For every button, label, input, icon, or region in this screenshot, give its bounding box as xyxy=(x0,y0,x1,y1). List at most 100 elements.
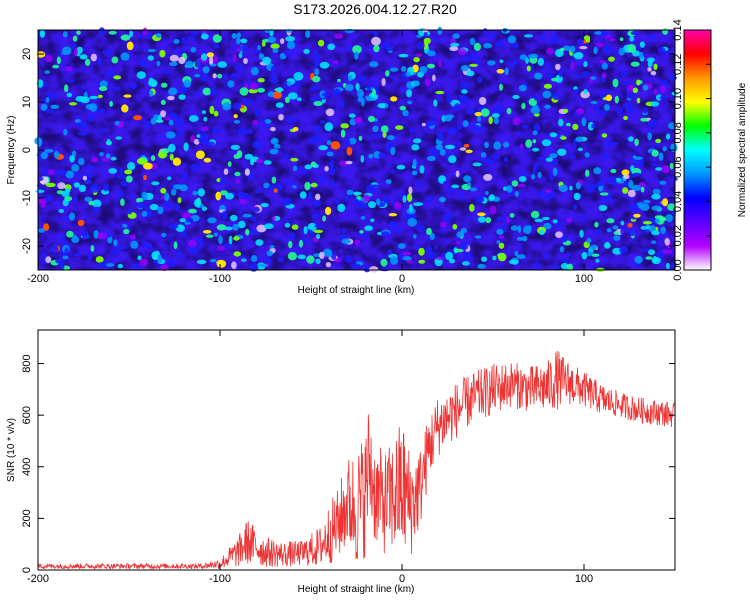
heatmap-cell xyxy=(291,224,299,230)
heatmap-cell xyxy=(98,128,106,133)
heatmap-cell xyxy=(277,256,285,263)
heatmap-cell xyxy=(550,264,561,270)
heatmap-cell xyxy=(313,101,323,106)
heatmap-cell xyxy=(310,161,317,168)
heatmap-cell xyxy=(82,175,87,181)
heatmap-cell xyxy=(181,230,186,239)
colorbar-gradient xyxy=(684,30,711,270)
heatmap-cell xyxy=(558,70,563,78)
heatmap-cell xyxy=(492,255,497,261)
heatmap-cell xyxy=(78,157,85,166)
heatmap-cell xyxy=(552,219,558,224)
heatmap-cell xyxy=(169,153,174,161)
heatmap-cell xyxy=(378,152,386,159)
heatmap-cell xyxy=(236,32,241,39)
heatmap-cell xyxy=(35,189,45,193)
heatmap-cell xyxy=(179,218,187,223)
heatmap-cell xyxy=(482,28,488,35)
heatmap-cell xyxy=(116,174,127,180)
heatmap-cell xyxy=(372,88,376,97)
heatmap-cell xyxy=(348,137,357,145)
heatmap-cell xyxy=(98,27,105,35)
heatmap-cell xyxy=(569,154,577,160)
heatmap-cell xyxy=(584,152,590,158)
heatmap-cell xyxy=(147,48,157,53)
snr-frame xyxy=(37,329,676,571)
heatmap-cell xyxy=(533,123,541,132)
heatmap-cell xyxy=(165,131,176,139)
heatmap-cell xyxy=(659,180,667,185)
heatmap-cell xyxy=(652,188,661,195)
heatmap-cell xyxy=(250,157,255,166)
heatmap-cell xyxy=(609,38,616,42)
heatmap-cell xyxy=(276,87,283,93)
heatmap-cell xyxy=(583,88,588,95)
heatmap-cell xyxy=(659,96,668,100)
heatmap-cell xyxy=(102,157,110,162)
heatmap-xtick-label: -100 xyxy=(209,273,231,285)
heatmap-cell xyxy=(234,171,241,177)
heatmap-cell xyxy=(136,197,144,203)
heatmap-cell xyxy=(549,153,558,159)
heatmap-cell xyxy=(438,59,442,68)
heatmap-cell xyxy=(74,119,81,123)
heatmap-cell xyxy=(376,198,381,206)
heatmap-cell xyxy=(573,192,581,201)
heatmap-cell xyxy=(506,107,512,115)
heatmap-cell xyxy=(509,213,515,218)
heatmap-cell xyxy=(619,37,624,41)
heatmap-cell xyxy=(660,85,667,93)
heatmap-cell xyxy=(583,61,588,68)
heatmap-cell xyxy=(288,240,293,249)
heatmap-cell xyxy=(570,62,575,70)
snr-xtick-label: -200 xyxy=(27,573,49,585)
heatmap-cell xyxy=(232,102,242,110)
heatmap-cell xyxy=(125,175,133,183)
heatmap-cell xyxy=(589,244,598,251)
heatmap-cell xyxy=(113,75,122,80)
heatmap-cell xyxy=(227,80,235,88)
heatmap-cell xyxy=(630,30,639,36)
heatmap-cell xyxy=(303,226,308,235)
heatmap-cell xyxy=(627,223,633,228)
heatmap-cell xyxy=(382,132,387,138)
heatmap-cell xyxy=(502,141,510,148)
heatmap-cell xyxy=(40,251,47,256)
heatmap-cell xyxy=(191,30,199,36)
heatmap-cell xyxy=(272,48,279,53)
heatmap-cell xyxy=(329,160,335,169)
heatmap-cell xyxy=(136,158,147,165)
heatmap-ytick-label: -10 xyxy=(21,190,33,206)
heatmap-cell xyxy=(72,252,82,257)
heatmap-cell xyxy=(538,264,542,271)
heatmap-cell xyxy=(314,68,320,77)
heatmap-cell xyxy=(429,232,435,240)
heatmap-cell xyxy=(503,156,508,163)
heatmap-cell xyxy=(53,150,60,159)
heatmap-cell xyxy=(393,201,402,210)
heatmap-cell xyxy=(367,84,371,92)
heatmap-cell xyxy=(409,204,413,213)
heatmap-cell xyxy=(446,92,451,101)
heatmap-cell xyxy=(606,218,615,224)
heatmap-cell xyxy=(503,186,508,191)
heatmap-cell xyxy=(445,144,456,150)
heatmap-cell xyxy=(212,127,222,134)
heatmap-cell xyxy=(341,228,347,233)
heatmap-cell xyxy=(173,39,180,44)
heatmap-cell xyxy=(315,258,321,265)
heatmap-cell xyxy=(656,250,665,258)
heatmap-cell xyxy=(201,33,209,40)
heatmap-cell xyxy=(593,229,603,235)
heatmap-cell xyxy=(653,63,658,70)
heatmap-cell xyxy=(136,71,146,79)
heatmap-cell xyxy=(499,59,504,64)
heatmap-cell xyxy=(518,176,527,182)
heatmap-cell xyxy=(395,125,404,130)
heatmap-cell xyxy=(650,101,660,107)
heatmap-cell xyxy=(405,71,412,77)
heatmap-cell xyxy=(614,95,619,104)
heatmap-cell xyxy=(235,178,240,184)
heatmap-cell xyxy=(607,192,612,202)
